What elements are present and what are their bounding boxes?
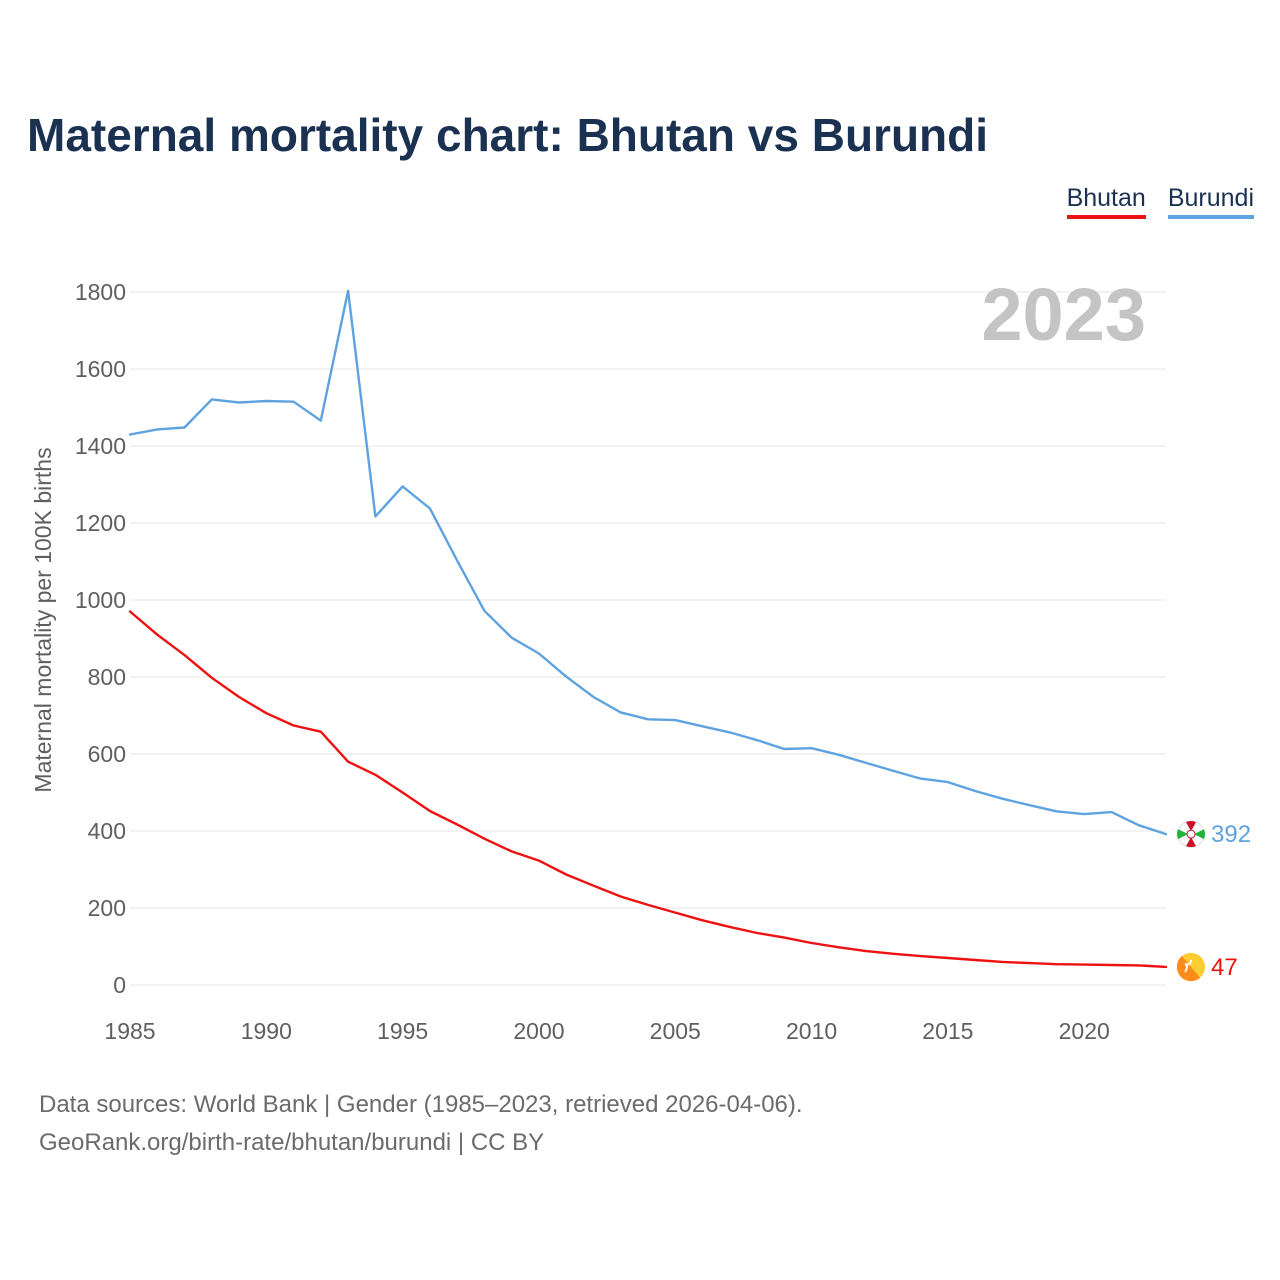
y-tick-label: 1800 [75, 279, 126, 305]
y-tick-label: 1000 [75, 587, 126, 613]
tick-layer: 0 200 400 600 800 1000 1200 1400 1600 1800 1985 199… [75, 279, 1110, 1044]
bhutan-flag-icon [1176, 952, 1205, 982]
chart-title: Maternal mortality chart: Bhutan vs Buru… [27, 109, 989, 161]
x-tick-label: 1995 [377, 1018, 428, 1044]
x-tick-label: 2015 [922, 1018, 973, 1044]
x-tick-label: 2005 [650, 1018, 701, 1044]
legend-item-bhutan[interactable]: Bhutan [1066, 184, 1146, 219]
y-tick-label: 200 [88, 895, 126, 921]
y-tick-label: 400 [88, 818, 126, 844]
burundi-flag-icon [1177, 820, 1205, 848]
footer-sources: Data sources: World Bank | Gender (1985–… [39, 1091, 803, 1118]
end-value-label-bhutan: 47 [1211, 954, 1238, 981]
series-layer [128, 289, 1168, 969]
series-line-burundi[interactable] [128, 289, 1168, 836]
y-tick-label: 1200 [75, 510, 126, 536]
y-tick-label: 0 [113, 972, 126, 998]
year-watermark: 2023 [981, 273, 1146, 356]
footer: Data sources: World Bank | Gender (1985–… [39, 1086, 803, 1162]
y-tick-label: 600 [88, 741, 126, 767]
x-tick-label: 1990 [241, 1018, 292, 1044]
grid-layer [130, 291, 1166, 986]
y-tick-label: 1400 [75, 433, 126, 459]
y-tick-label: 1600 [75, 356, 126, 382]
x-tick-label: 2020 [1059, 1018, 1110, 1044]
legend-item-burundi[interactable]: Burundi [1167, 184, 1254, 219]
y-axis-label: Maternal mortality per 100K births [30, 447, 56, 792]
series-line-bhutan[interactable] [128, 610, 1168, 969]
endpoint-layer: 47 392 [1176, 820, 1251, 982]
footer-link[interactable]: GeoRank.org/birth-rate/bhutan/burundi | … [39, 1129, 545, 1156]
y-tick-label: 800 [88, 664, 126, 690]
x-tick-label: 2000 [513, 1018, 564, 1044]
end-value-label-burundi: 392 [1211, 821, 1251, 848]
legend: Bhutan Burundi [1066, 184, 1254, 219]
x-tick-label: 1985 [104, 1018, 155, 1044]
x-tick-label: 2010 [786, 1018, 837, 1044]
